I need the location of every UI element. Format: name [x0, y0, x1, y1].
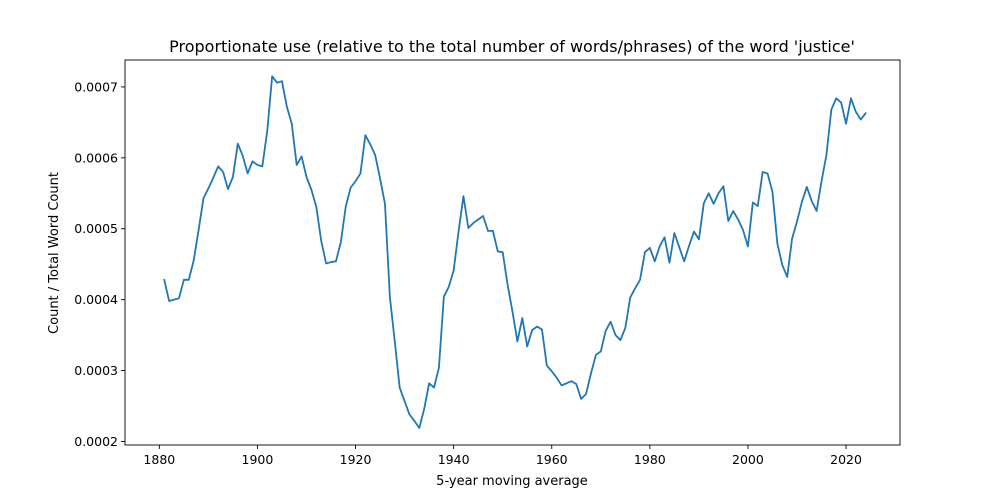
x-tick-label: 2020 — [830, 452, 862, 467]
y-tick-label: 0.0002 — [74, 434, 118, 449]
x-axis-label: 5-year moving average — [436, 474, 588, 489]
y-tick-label: 0.0007 — [74, 79, 118, 94]
y-tick-label: 0.0005 — [74, 221, 118, 236]
y-tick-label: 0.0006 — [74, 150, 118, 165]
x-tick-label: 1960 — [536, 452, 568, 467]
x-tick-label: 1940 — [438, 452, 470, 467]
x-tick-label: 2000 — [732, 452, 764, 467]
x-tick-label: 1900 — [242, 452, 274, 467]
x-tick-label: 1880 — [143, 452, 175, 467]
chart-title: Proportionate use (relative to the total… — [169, 37, 855, 56]
plot-frame — [124, 59, 901, 446]
y-axis-label: Count / Total Word Count — [47, 172, 62, 334]
x-tick-label: 1980 — [634, 452, 666, 467]
y-tick-label: 0.0004 — [74, 292, 118, 307]
series-line-0 — [163, 75, 867, 429]
plot-area: 1880 1900 1920 1940 1960 1980 2000 2020 0.0002 0.… — [74, 59, 901, 467]
y-tick-label: 0.0003 — [74, 363, 118, 378]
x-tick-label: 1920 — [340, 452, 372, 467]
